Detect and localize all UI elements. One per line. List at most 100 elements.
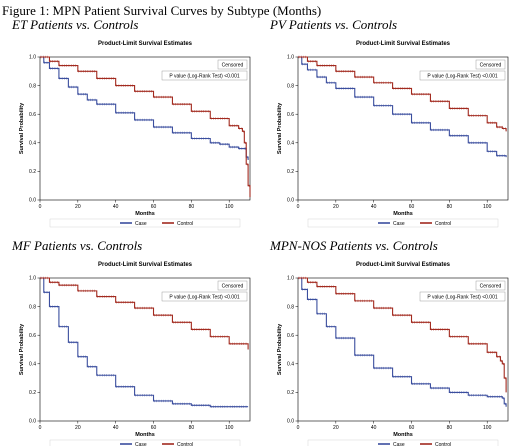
censored-box: Censored bbox=[475, 280, 506, 291]
x-tick-label: 0 bbox=[297, 425, 300, 431]
panel-heading: MPN-NOS Patients vs. Controls bbox=[270, 238, 438, 253]
x-tick-label: 0 bbox=[39, 425, 42, 431]
censor-marks-control bbox=[298, 55, 506, 130]
pvalue-label: P value (Log-Rank Test) <0.001 bbox=[169, 295, 239, 301]
y-tick-label: 0.8 bbox=[29, 83, 36, 89]
pvalue-box: P value (Log-Rank Test) <0.001 bbox=[161, 291, 248, 302]
y-tick-label: 1.0 bbox=[287, 55, 294, 61]
censor-marks-control bbox=[40, 276, 247, 345]
plot-frame bbox=[297, 56, 509, 201]
figure-title: Figure 1: MPN Patient Survival Curves by… bbox=[2, 3, 322, 18]
x-axis-label: Months bbox=[135, 432, 155, 438]
panel-mf: MF Patients vs. Controls Product-Limit S… bbox=[6, 238, 256, 446]
panel-mpn-nos: MPN-NOS Patients vs. Controls Product-Li… bbox=[264, 238, 514, 446]
pvalue-box-frame bbox=[419, 291, 506, 302]
x-tick-label: 20 bbox=[75, 204, 81, 210]
x-tick-label: 100 bbox=[483, 425, 492, 431]
x-tick-label: 40 bbox=[113, 204, 119, 210]
censor-marks-case bbox=[298, 276, 506, 406]
x-tick-label: 60 bbox=[151, 425, 157, 431]
legend-label-control: Control bbox=[435, 221, 451, 227]
panel-heading: ET Patients vs. Controls bbox=[12, 17, 139, 32]
x-tick-label: 80 bbox=[447, 204, 453, 210]
y-tick-label: 0.6 bbox=[287, 112, 294, 118]
plot-frame bbox=[39, 56, 251, 201]
panel-heading: MF Patients vs. Controls bbox=[12, 238, 143, 253]
y-axis-label: Survival Probability bbox=[19, 102, 25, 154]
x-tick-label: 100 bbox=[225, 425, 234, 431]
chart-title: Product-Limit Survival Estimates bbox=[98, 41, 193, 47]
censored-label: Censored bbox=[222, 284, 244, 290]
x-tick-label: 100 bbox=[483, 204, 492, 210]
plot-frame bbox=[39, 277, 251, 422]
y-tick-label: 1.0 bbox=[29, 276, 36, 282]
y-tick-label: 0.6 bbox=[287, 333, 294, 339]
x-tick-label: 20 bbox=[333, 204, 339, 210]
series-case bbox=[298, 55, 507, 158]
x-axis-label: Months bbox=[393, 211, 413, 217]
legend-label-case: Case bbox=[393, 442, 405, 446]
x-axis-label: Months bbox=[135, 211, 155, 217]
censored-box-frame bbox=[475, 280, 506, 291]
survival-line-case bbox=[40, 277, 249, 408]
censor-marks-case bbox=[40, 276, 247, 408]
censored-box-frame bbox=[217, 59, 248, 70]
legend-label-case: Case bbox=[135, 221, 147, 227]
panel-pv: PV Patients vs. Controls Product-Limit S… bbox=[264, 17, 514, 228]
censor-marks-control bbox=[298, 276, 506, 380]
legend-label-case: Case bbox=[393, 221, 405, 227]
pvalue-box: P value (Log-Rank Test) <0.001 bbox=[161, 70, 248, 81]
chart-title: Product-Limit Survival Estimates bbox=[356, 262, 451, 268]
y-tick-label: 0.8 bbox=[287, 304, 294, 310]
x-axis-label: Months bbox=[393, 432, 413, 438]
legend: Case Control bbox=[49, 218, 241, 228]
y-tick-label: 0.0 bbox=[29, 419, 36, 425]
legend-label-control: Control bbox=[177, 221, 193, 227]
pvalue-box-frame bbox=[161, 70, 248, 81]
legend-label-control: Control bbox=[435, 442, 451, 446]
x-tick-label: 40 bbox=[371, 204, 377, 210]
survival-line-control bbox=[40, 277, 249, 350]
censored-box: Censored bbox=[217, 280, 248, 291]
censored-box-frame bbox=[475, 59, 506, 70]
y-tick-label: 1.0 bbox=[29, 55, 36, 61]
censor-marks-case bbox=[40, 55, 248, 159]
survival-chart-mf: Product-Limit Survival Estimates Censored… bbox=[19, 262, 251, 446]
y-tick-label: 0.2 bbox=[29, 169, 36, 175]
y-tick-label: 0.2 bbox=[287, 390, 294, 396]
survival-chart-et: Product-Limit Survival Estimates Censored… bbox=[19, 41, 251, 228]
pvalue-box: P value (Log-Rank Test) <0.001 bbox=[419, 291, 506, 302]
pvalue-label: P value (Log-Rank Test) <0.001 bbox=[169, 74, 239, 80]
series-case bbox=[298, 276, 507, 407]
chart-title: Product-Limit Survival Estimates bbox=[98, 262, 193, 268]
survival-line-control bbox=[298, 277, 507, 393]
x-tick-label: 0 bbox=[39, 204, 42, 210]
censored-box-frame bbox=[217, 280, 248, 291]
plot-frame bbox=[297, 277, 509, 422]
x-tick-label: 80 bbox=[447, 425, 453, 431]
y-tick-label: 0.8 bbox=[29, 304, 36, 310]
y-axis-label: Survival Probability bbox=[277, 102, 283, 154]
legend-label-case: Case bbox=[135, 442, 147, 446]
x-tick-label: 60 bbox=[409, 425, 415, 431]
survival-line-control bbox=[40, 56, 251, 198]
x-tick-label: 60 bbox=[151, 204, 157, 210]
y-tick-label: 0.0 bbox=[287, 198, 294, 204]
x-tick-label: 20 bbox=[75, 425, 81, 431]
censored-label: Censored bbox=[480, 284, 502, 290]
legend-label-control: Control bbox=[177, 442, 193, 446]
pvalue-box-frame bbox=[419, 70, 506, 81]
y-tick-label: 0.0 bbox=[287, 419, 294, 425]
censor-marks-control bbox=[40, 55, 250, 187]
legend-frame bbox=[307, 218, 499, 228]
y-tick-label: 0.6 bbox=[29, 112, 36, 118]
x-tick-label: 100 bbox=[225, 204, 234, 210]
y-tick-label: 0.4 bbox=[287, 141, 294, 147]
pvalue-box-frame bbox=[161, 291, 248, 302]
chart-title: Product-Limit Survival Estimates bbox=[356, 41, 451, 47]
series-control bbox=[298, 55, 507, 132]
pvalue-label: P value (Log-Rank Test) <0.001 bbox=[427, 295, 497, 301]
x-tick-label: 0 bbox=[297, 204, 300, 210]
legend-frame bbox=[49, 218, 241, 228]
panel-et: ET Patients vs. Controls Product-Limit S… bbox=[6, 17, 256, 228]
